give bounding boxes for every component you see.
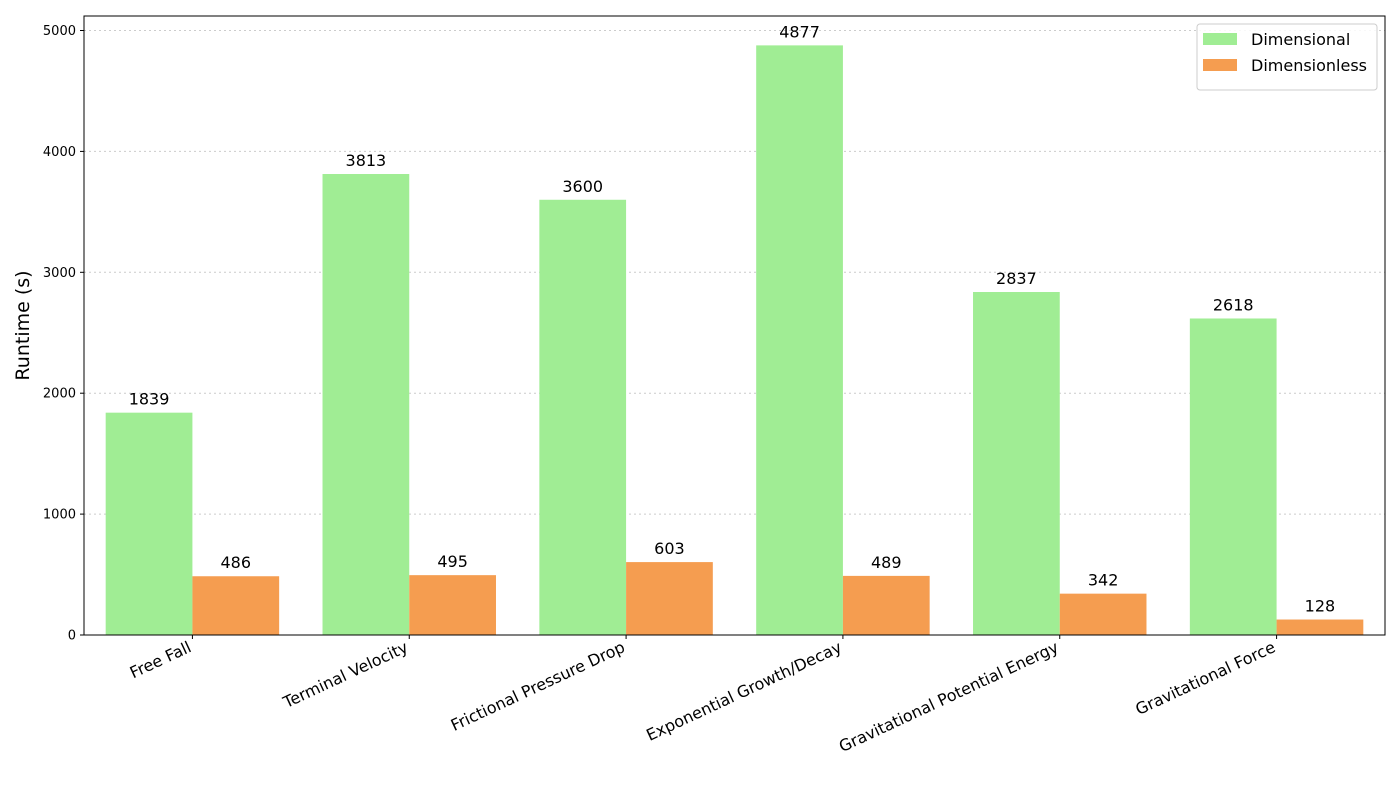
x-tick-label: Terminal Velocity	[279, 637, 411, 712]
legend-swatch	[1203, 33, 1237, 45]
bar-dimensionless	[842, 575, 930, 635]
x-axis: Free Fall Terminal Velocity Frictional Pre…	[127, 635, 1278, 756]
y-tick-label: 4000	[43, 145, 76, 160]
y-axis-title: Runtime (s)	[12, 270, 34, 380]
y-tick-label: 0	[68, 629, 76, 644]
bar-dimensional	[539, 199, 627, 635]
bar-dimensional	[756, 45, 843, 636]
grid-lines	[84, 30, 1385, 515]
y-tick-label: 1000	[43, 508, 76, 523]
bar-dimensionless	[1276, 619, 1364, 635]
legend: Dimensional Dimensionless	[1196, 23, 1378, 91]
legend-label: Dimensional	[1251, 30, 1350, 49]
data-label: 3813	[346, 151, 387, 170]
y-tick-label: 5000	[43, 24, 76, 39]
data-label: 128	[1305, 597, 1336, 616]
x-tick-label: Exponential Growth/Decay	[643, 637, 844, 744]
bar-dimensional	[105, 412, 193, 635]
data-labels: 1839 486 3813 495 3600 603 4877 489 2837 342 2618 1…	[129, 22, 1336, 615]
data-label: 603	[654, 539, 685, 558]
data-label: 486	[221, 553, 252, 572]
bar-dimensionless	[192, 576, 280, 635]
bar-dimensional	[973, 292, 1060, 635]
data-label: 2618	[1213, 295, 1254, 314]
bar-dimensionless	[409, 575, 496, 635]
data-label: 3600	[562, 177, 603, 196]
bars	[105, 45, 1364, 636]
bar-dimensionless	[1059, 593, 1147, 635]
legend-label: Dimensionless	[1251, 56, 1367, 75]
bar-dimensional	[322, 174, 410, 635]
y-axis: 0 1000 2000 3000 4000 5000	[43, 24, 84, 644]
y-tick-label: 2000	[43, 387, 76, 402]
data-label: 1839	[129, 390, 170, 409]
legend-box	[1196, 23, 1378, 91]
x-tick-label: Gravitational Potential Energy	[836, 637, 1062, 756]
data-label: 4877	[779, 22, 820, 41]
data-label: 489	[871, 553, 902, 572]
bar-dimensionless	[626, 562, 713, 635]
x-tick-label: Gravitational Force	[1132, 637, 1278, 718]
legend-swatch	[1203, 59, 1237, 71]
data-label: 495	[437, 552, 468, 571]
data-label: 342	[1088, 571, 1119, 590]
x-tick-label: Frictional Pressure Drop	[448, 637, 628, 734]
bar-dimensional	[1189, 318, 1277, 635]
data-label: 2837	[996, 269, 1037, 288]
y-tick-label: 3000	[43, 266, 76, 281]
plot-area-frame	[83, 15, 1386, 636]
x-tick-label: Free Fall	[127, 637, 194, 682]
